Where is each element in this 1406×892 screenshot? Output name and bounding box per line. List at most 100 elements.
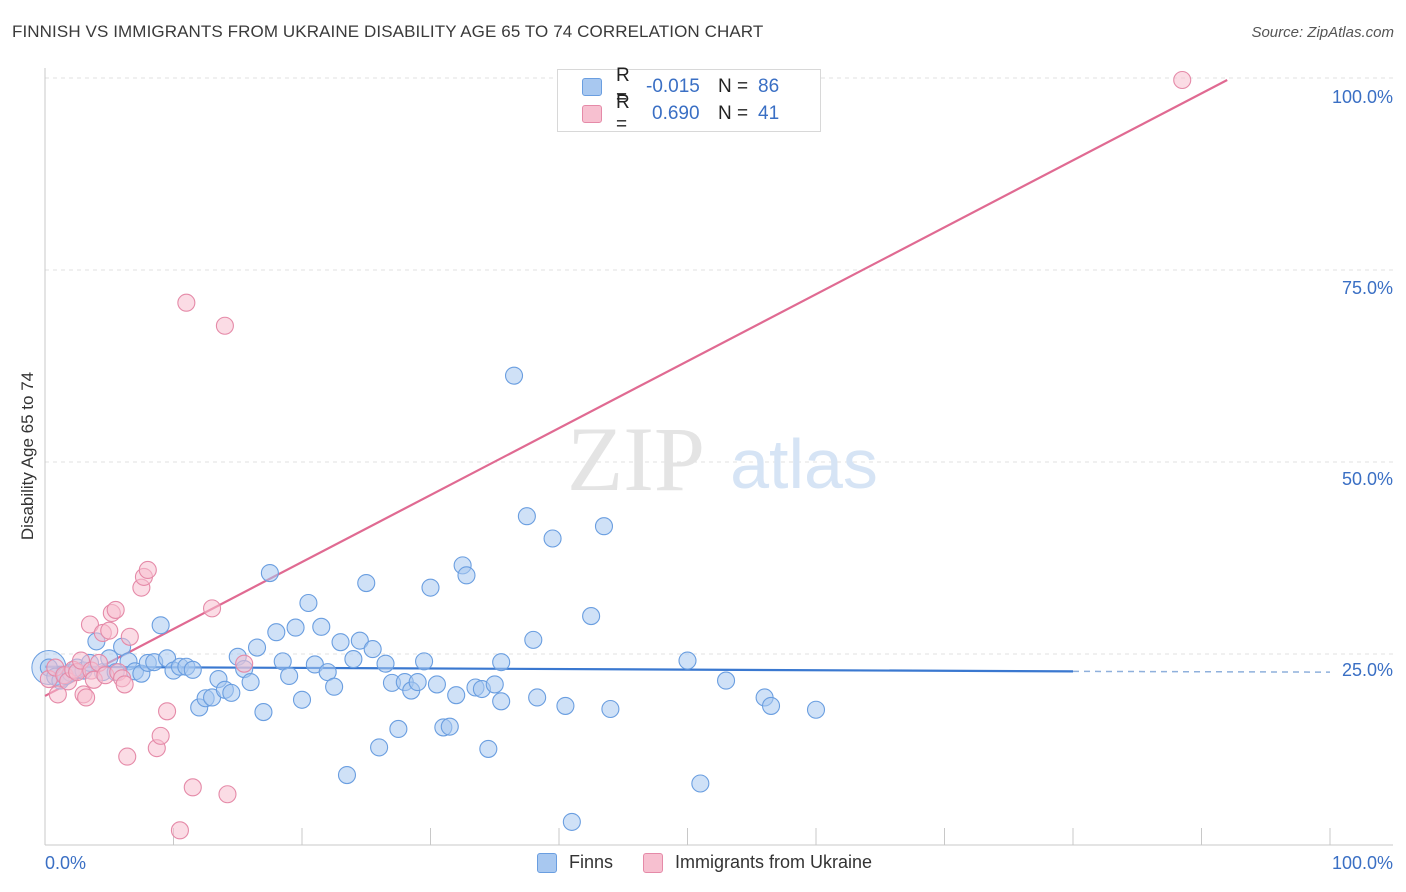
- point-ukraine: [170, 821, 189, 840]
- point-ukraine: [120, 627, 139, 646]
- point-ukraine: [235, 654, 254, 673]
- point-finns: [528, 688, 547, 707]
- point-finns: [325, 677, 344, 696]
- series-legend: Finns Immigrants from Ukraine: [537, 852, 902, 873]
- x-tick-label: 100.0%: [1332, 853, 1393, 873]
- y-tick-label: 75.0%: [1342, 278, 1393, 298]
- point-finns: [524, 630, 543, 649]
- point-finns: [286, 618, 305, 637]
- point-finns: [457, 566, 476, 585]
- point-finns: [421, 578, 440, 597]
- legend-label-finns: Finns: [569, 852, 614, 872]
- n-label: N =: [718, 103, 749, 124]
- y-tick-label: 50.0%: [1342, 469, 1393, 489]
- gridlines: [45, 77, 1393, 655]
- n-label: N =: [718, 76, 749, 97]
- source-label: Source: ZipAtlas.com: [1251, 24, 1394, 41]
- trend-line-finns: [44, 665, 1074, 673]
- point-ukraine: [106, 600, 125, 619]
- legend-item-finns[interactable]: Finns: [537, 852, 613, 873]
- point-finns: [806, 700, 826, 719]
- r-value: 0.690: [652, 103, 700, 124]
- point-ukraine: [203, 599, 222, 618]
- point-finns: [254, 703, 273, 722]
- legend-swatch-finns: [537, 852, 557, 873]
- point-ukraine: [218, 785, 237, 804]
- point-finns: [504, 366, 524, 385]
- point-finns: [260, 564, 279, 583]
- point-finns: [357, 573, 376, 593]
- point-finns: [376, 654, 395, 673]
- point-finns: [492, 692, 511, 711]
- point-finns: [485, 675, 504, 694]
- correlation-legend: R = -0.015 N = 86 R = 0.690 N = 41: [557, 65, 821, 135]
- point-finns: [267, 623, 286, 642]
- legend-swatch-finns: [582, 78, 602, 96]
- point-finns: [151, 616, 170, 635]
- point-ukraine: [158, 702, 177, 721]
- point-finns: [331, 633, 350, 652]
- legend-row-ukraine: R = 0.690 N = 41: [582, 92, 780, 135]
- r-value: -0.015: [646, 76, 700, 97]
- point-finns: [440, 717, 459, 736]
- point-finns: [299, 593, 318, 613]
- r-label: R =: [616, 92, 630, 135]
- point-finns: [562, 812, 581, 831]
- point-finns: [312, 617, 331, 636]
- point-ukraine: [100, 621, 119, 640]
- point-finns: [389, 719, 408, 739]
- trend-line-ukraine: [44, 79, 1228, 697]
- tick-labels: 25.0% 50.0% 75.0% 100.0% 0.0% 100.0%: [45, 87, 1393, 873]
- point-finns: [543, 529, 562, 548]
- point-finns: [363, 640, 382, 659]
- point-finns: [691, 774, 710, 793]
- n-value: 86: [758, 76, 780, 97]
- point-ukraine: [48, 685, 67, 704]
- point-ukraine: [183, 778, 202, 797]
- point-ukraine: [1173, 70, 1192, 90]
- legend-swatch-ukraine: [582, 105, 602, 123]
- point-finns: [678, 651, 697, 670]
- point-finns: [344, 650, 363, 669]
- point-finns: [427, 675, 446, 694]
- y-tick-label: 25.0%: [1342, 660, 1393, 680]
- point-finns: [517, 507, 536, 526]
- point-finns: [280, 666, 299, 686]
- point-ukraine: [115, 675, 134, 694]
- point-ukraine: [151, 726, 170, 745]
- point-finns: [370, 738, 389, 757]
- legend-item-ukraine[interactable]: Immigrants from Ukraine: [643, 852, 872, 873]
- point-finns: [761, 696, 781, 715]
- point-finns: [492, 653, 511, 672]
- point-finns: [594, 517, 614, 536]
- point-finns: [183, 660, 202, 679]
- watermark-atlas: atlas: [730, 425, 878, 503]
- point-ukraine: [177, 293, 196, 312]
- y-tick-label: 100.0%: [1332, 87, 1393, 107]
- point-finns: [447, 686, 466, 705]
- legend-label-ukraine: Immigrants from Ukraine: [675, 852, 873, 872]
- point-finns: [247, 638, 267, 657]
- trend-lines: [44, 79, 1331, 697]
- point-finns: [415, 652, 434, 671]
- point-finns: [582, 607, 601, 626]
- point-finns: [479, 739, 498, 758]
- data-points: [31, 70, 1192, 840]
- point-ukraine: [138, 560, 157, 580]
- axes: [44, 68, 1393, 846]
- n-value: 41: [758, 103, 780, 124]
- trend-line-extension: [1072, 670, 1331, 673]
- point-finns: [408, 673, 427, 692]
- point-finns: [241, 673, 260, 692]
- point-ukraine: [215, 316, 234, 335]
- point-ukraine: [77, 688, 96, 707]
- watermark-zip: ZIP: [567, 408, 705, 510]
- legend-swatch-ukraine: [643, 852, 664, 873]
- r-label: R =: [616, 65, 630, 108]
- point-finns: [601, 699, 620, 719]
- chart-title: FINNISH VS IMMIGRANTS FROM UKRAINE DISAB…: [12, 22, 764, 41]
- point-finns: [222, 683, 241, 702]
- legend-row-finns: R = -0.015 N = 86: [582, 65, 780, 108]
- point-finns: [292, 690, 312, 709]
